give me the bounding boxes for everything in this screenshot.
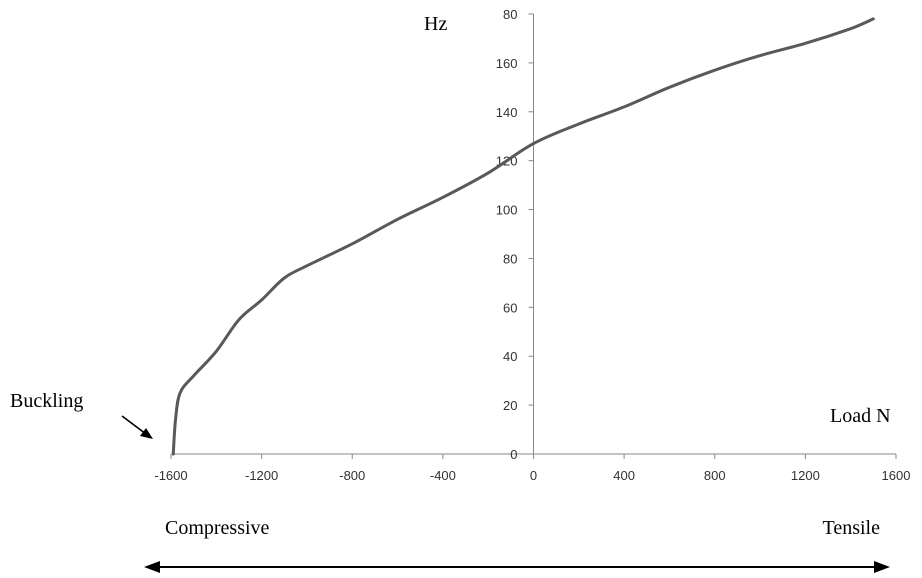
y-tick-label: 80 xyxy=(503,7,517,22)
tick-labels: -1600 -1200 -800 -400 0 400 800 1200 1600 0 20 40 60… xyxy=(154,7,910,483)
series-line xyxy=(171,17,875,456)
x-tick-label: -1200 xyxy=(245,468,278,483)
buckling-arrow xyxy=(121,415,153,439)
x-tick-label: 800 xyxy=(704,468,726,483)
tensile-label: Tensile xyxy=(823,517,881,539)
x-tick-label: 400 xyxy=(613,468,635,483)
y-tick-label: 40 xyxy=(503,349,517,364)
x-tick-label: 0 xyxy=(530,468,537,483)
x-tick-label: 1600 xyxy=(882,468,911,483)
y-tick-label: 160 xyxy=(496,56,518,71)
x-tick-label: -1600 xyxy=(154,468,187,483)
y-tick-label: 20 xyxy=(503,398,517,413)
y-axis-label: Hz xyxy=(424,13,447,35)
y-tick-label: 100 xyxy=(496,203,518,218)
y-tick-label: 60 xyxy=(503,300,517,315)
x-tick-label: -800 xyxy=(339,468,365,483)
y-tick-label: 140 xyxy=(496,105,518,120)
buckling-annotation: Buckling xyxy=(10,390,83,412)
x-tick-label: -400 xyxy=(430,468,456,483)
axes xyxy=(170,13,897,459)
x-axis-label: Load N xyxy=(830,405,891,427)
y-tick-label: 80 xyxy=(503,251,517,266)
y-tick-label: 0 xyxy=(510,447,517,462)
series-group xyxy=(171,17,875,456)
direction-arrow xyxy=(144,561,890,573)
compressive-label: Compressive xyxy=(165,517,270,539)
x-tick-label: 1200 xyxy=(791,468,820,483)
